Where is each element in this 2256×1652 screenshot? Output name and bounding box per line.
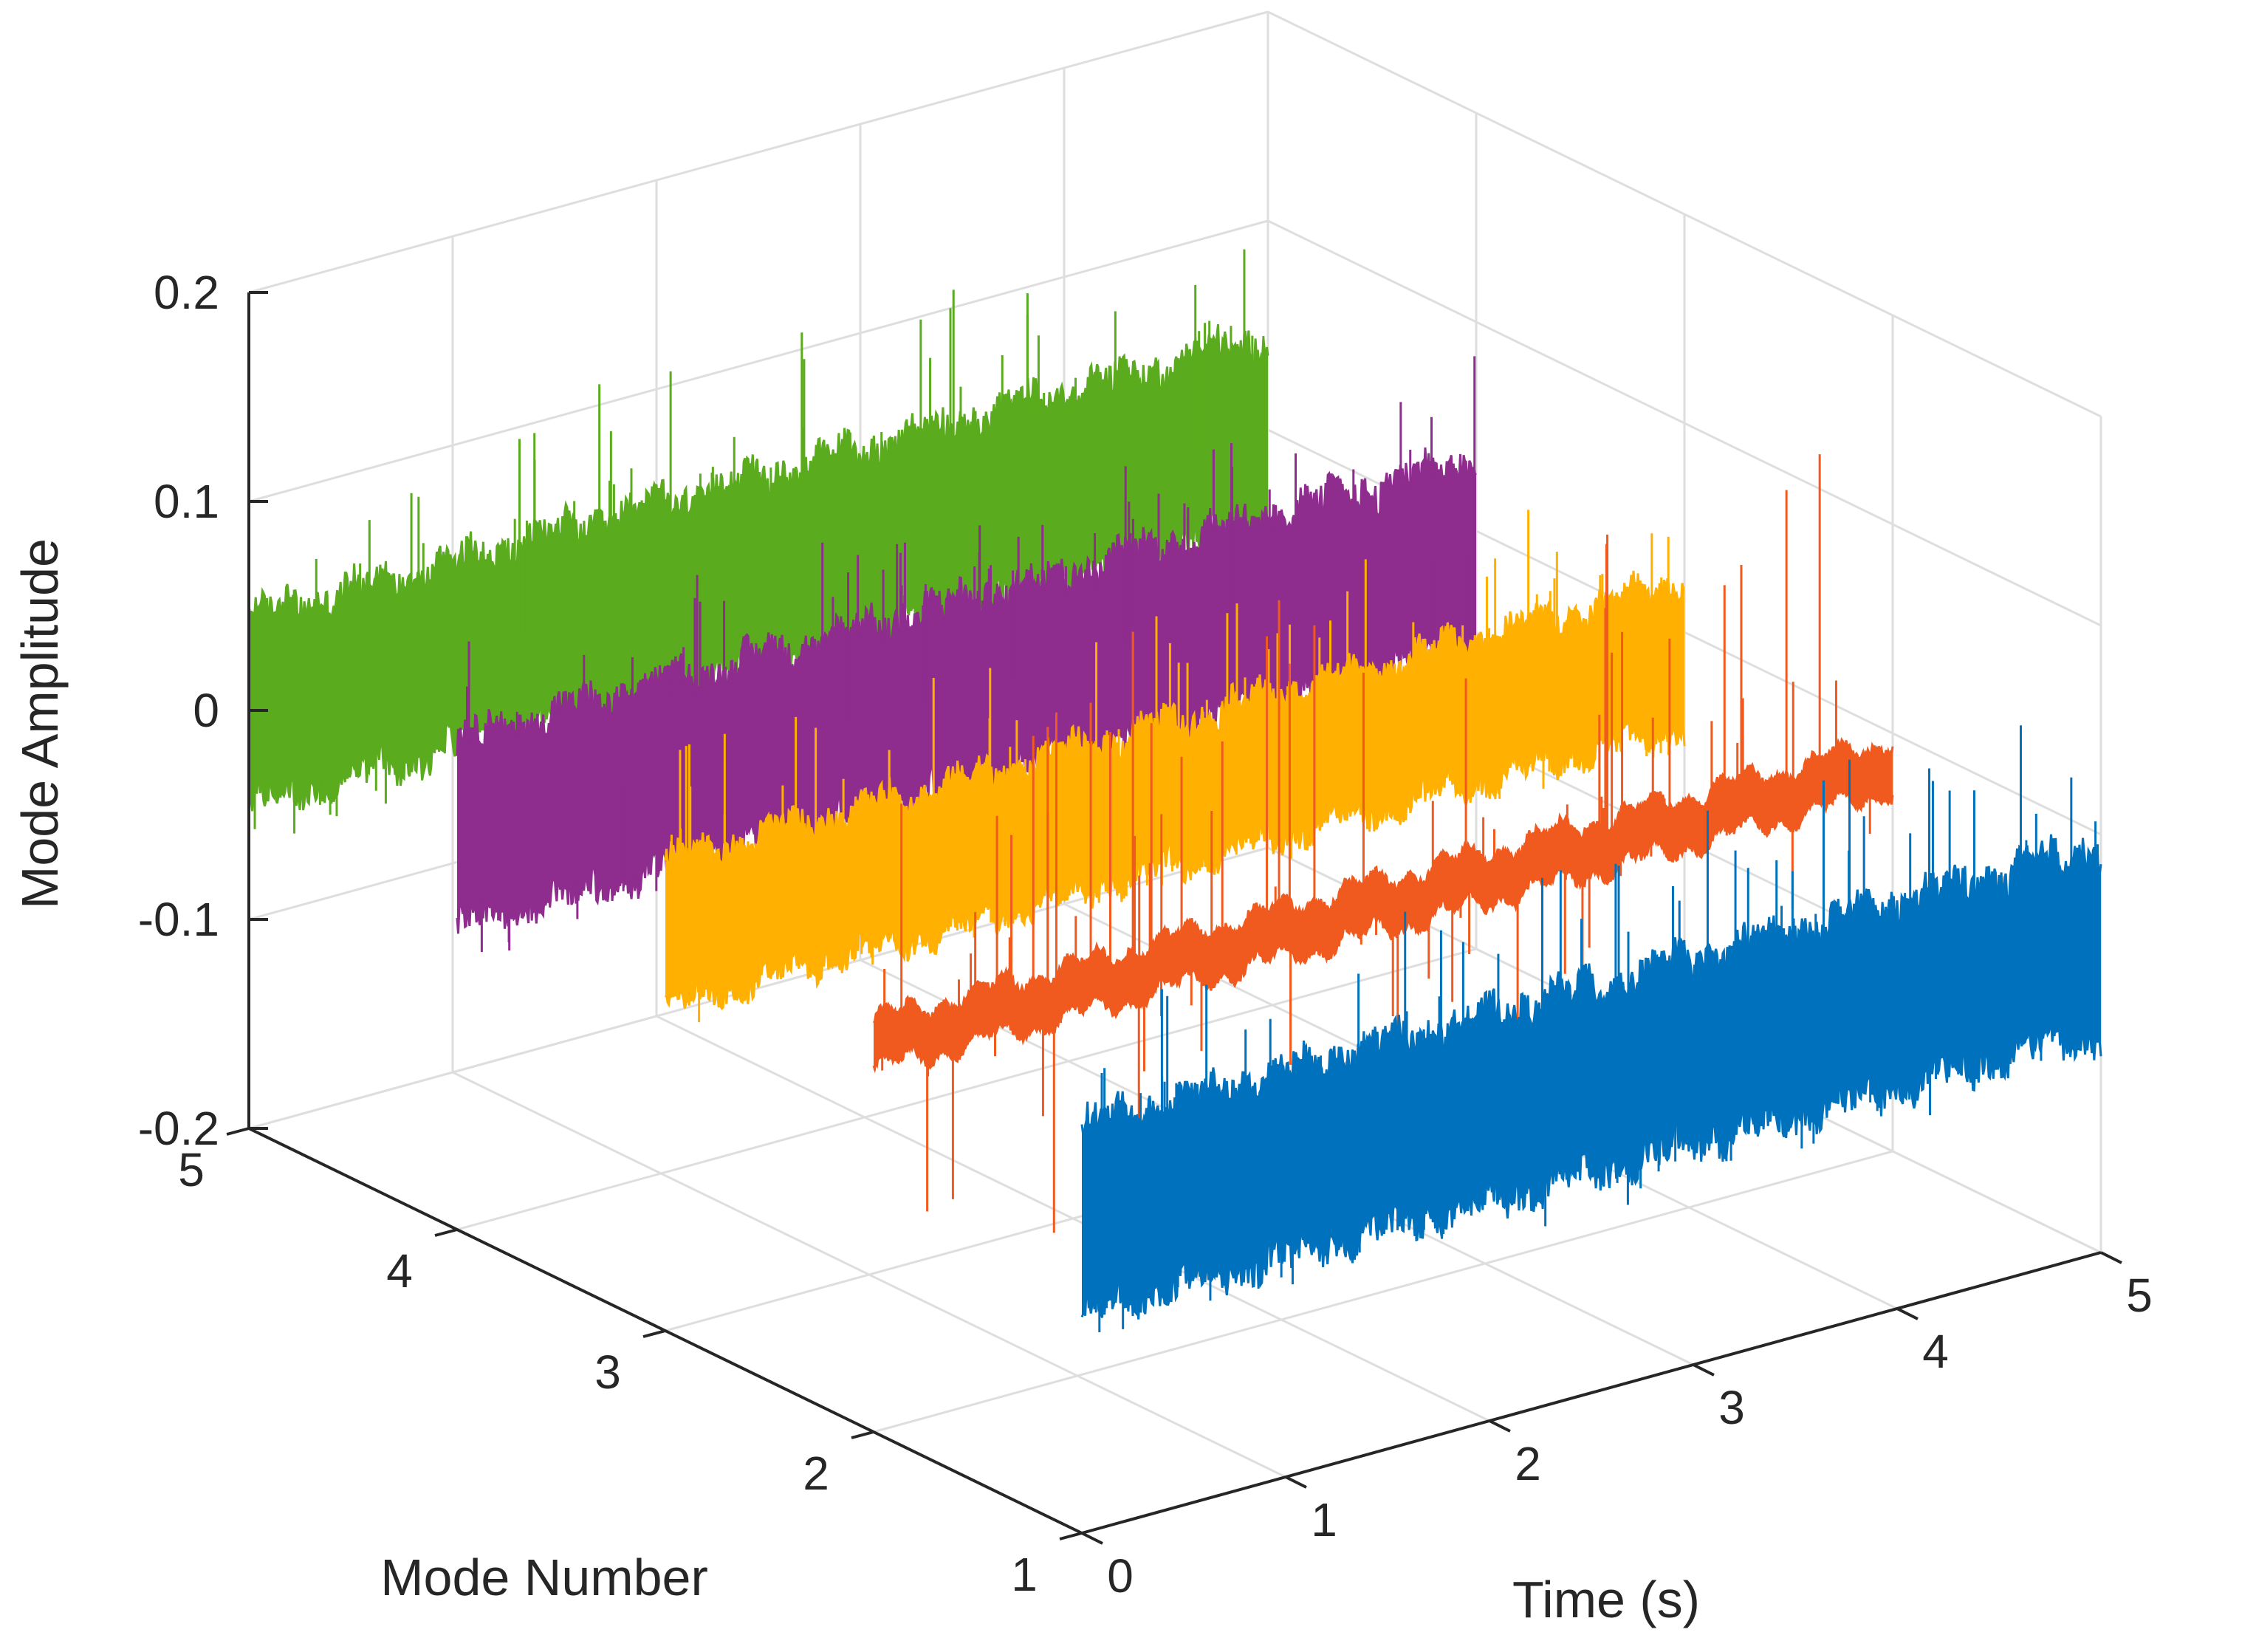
grid-line	[456, 947, 1477, 1231]
series-band	[665, 570, 1684, 1009]
series-edge-top	[456, 447, 1477, 756]
series-band	[1082, 834, 2101, 1320]
series-mode-4	[456, 356, 1478, 953]
series-mode-1	[1080, 725, 2102, 1332]
series-edge-bottom	[247, 510, 1269, 812]
x-tick-mark	[1896, 1307, 1919, 1320]
series-group	[247, 249, 2102, 1332]
x-tick-mark	[1489, 1419, 1511, 1433]
series-band	[874, 739, 1893, 1069]
x-tick-label: 1	[1311, 1493, 1337, 1546]
z-tick-label: 0	[193, 684, 219, 737]
y-tick-mark	[434, 1228, 458, 1237]
z-tick-label: 0.1	[154, 475, 219, 528]
x-tick-label: 0	[1107, 1549, 1134, 1603]
series-band	[249, 324, 1268, 812]
series-band	[457, 447, 1476, 934]
x-axis-label: Time (s)	[1512, 1571, 1700, 1628]
series-edge-top	[872, 737, 1894, 1024]
y-axis-label: Mode Number	[380, 1549, 708, 1606]
z-tick-label: -0.1	[138, 893, 219, 946]
y-tick-mark	[1059, 1532, 1083, 1540]
y-tick-mark	[226, 1127, 250, 1136]
series-mode-2	[872, 454, 1894, 1233]
y-tick-mark	[851, 1430, 874, 1439]
axes-frame	[226, 291, 2122, 1545]
y-tick-label: 4	[386, 1244, 413, 1298]
series-edge-top	[664, 570, 1684, 868]
y-tick-label: 3	[594, 1346, 621, 1399]
series-edge-top	[1080, 834, 2102, 1137]
z-tick-label: 0.2	[154, 266, 219, 319]
grid-line	[248, 10, 1269, 294]
x-tick-mark	[1285, 1476, 1307, 1489]
x-tick-label: 5	[2126, 1269, 2153, 1322]
z-tick-label: -0.2	[138, 1102, 219, 1155]
x-tick-label: 2	[1515, 1437, 1541, 1490]
y-tick-label: 1	[1011, 1548, 1038, 1601]
y-tick-label: 5	[178, 1143, 205, 1196]
grid-line	[248, 219, 1269, 503]
x-axis-line	[1081, 1251, 2102, 1535]
grid-line	[1267, 10, 2102, 418]
y-tick-label: 2	[803, 1447, 829, 1500]
x-tick-mark	[1693, 1363, 1715, 1377]
x-tick-label: 4	[1922, 1325, 1949, 1378]
x-tick-mark	[2100, 1251, 2122, 1264]
grid-line	[1267, 219, 2102, 627]
series-edge-bottom	[664, 716, 1686, 1011]
grid-line	[873, 1150, 1893, 1433]
x-tick-mark	[1081, 1532, 1103, 1545]
z-axis-label: Mode Amplitude	[11, 538, 69, 909]
y-tick-mark	[642, 1329, 666, 1338]
x-tick-label: 3	[1718, 1381, 1745, 1434]
